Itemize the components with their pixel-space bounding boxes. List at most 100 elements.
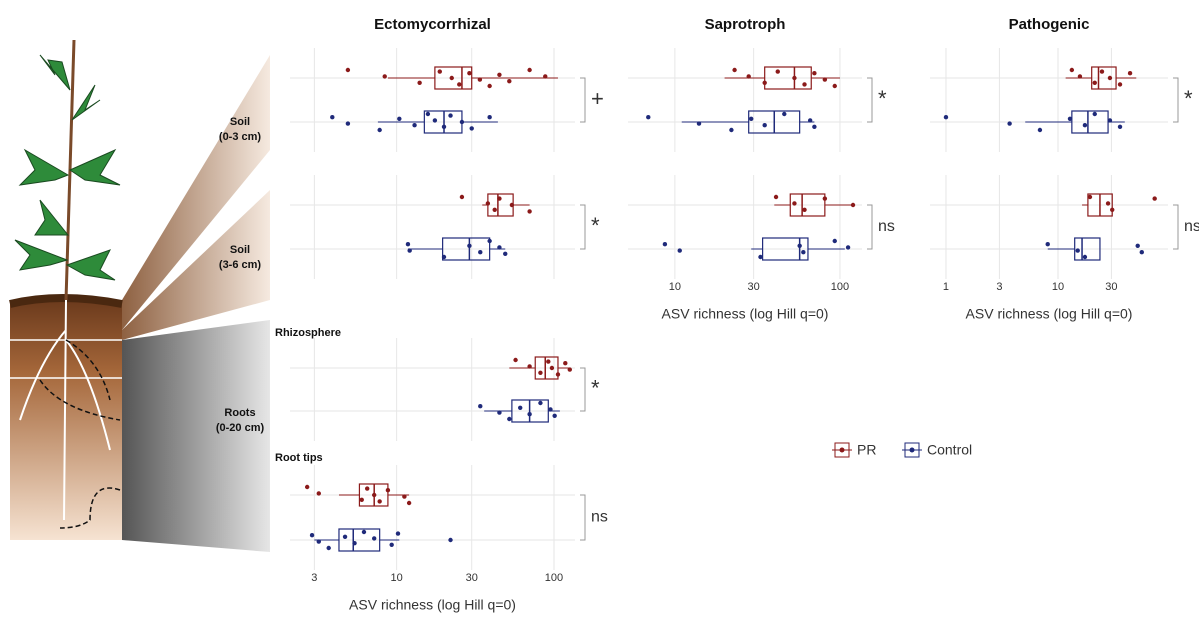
point — [1135, 243, 1140, 248]
point — [832, 238, 837, 244]
point — [782, 111, 787, 117]
box — [434, 66, 473, 90]
box — [762, 237, 809, 261]
column-title: Ectomycorrhizal — [374, 16, 491, 33]
bracket — [580, 494, 586, 541]
point — [457, 82, 462, 87]
point — [746, 74, 751, 79]
point — [801, 250, 806, 255]
point — [407, 248, 412, 253]
x-tick-label: 1 — [943, 281, 949, 293]
point — [492, 207, 497, 212]
point — [441, 254, 447, 260]
row-label: (3-6 cm) — [219, 259, 262, 271]
point — [1117, 124, 1123, 129]
point — [382, 74, 387, 79]
point — [377, 127, 382, 133]
point — [729, 127, 734, 133]
x-axis-label: ASV richness (log Hill q=0) — [662, 306, 829, 322]
point — [507, 416, 512, 422]
bracket — [867, 204, 873, 250]
x-tick-label: 30 — [466, 572, 478, 584]
point — [812, 71, 817, 76]
box — [442, 237, 491, 261]
point — [304, 484, 310, 490]
point — [371, 536, 377, 541]
point — [459, 194, 465, 200]
x-tick-label: 100 — [545, 572, 563, 584]
point — [1092, 80, 1097, 86]
box — [1074, 237, 1101, 261]
point — [749, 116, 754, 122]
point — [1082, 123, 1088, 128]
x-tick-label: 10 — [1052, 281, 1064, 293]
point — [478, 404, 483, 409]
box — [1091, 66, 1117, 90]
point — [449, 75, 454, 81]
point — [1107, 75, 1113, 81]
point — [775, 69, 780, 74]
point — [513, 357, 518, 363]
point — [518, 405, 523, 410]
point — [497, 196, 502, 201]
point — [503, 251, 508, 256]
point — [497, 72, 502, 78]
point — [943, 115, 949, 120]
point — [646, 115, 651, 120]
point — [1037, 127, 1043, 133]
x-tick-label: 3 — [311, 572, 317, 584]
point — [1139, 250, 1144, 255]
point — [448, 537, 453, 543]
point — [1067, 116, 1073, 122]
point — [527, 364, 532, 369]
significance: * — [878, 86, 887, 111]
point — [527, 67, 532, 73]
point — [385, 488, 391, 493]
point — [412, 123, 417, 128]
point — [548, 407, 553, 412]
point — [359, 497, 364, 502]
significance: * — [591, 213, 600, 238]
significance: * — [591, 375, 600, 400]
point — [1082, 254, 1088, 260]
point — [552, 413, 557, 418]
point — [487, 115, 492, 120]
row-label: Roots — [224, 407, 255, 419]
bracket — [580, 367, 586, 412]
point — [467, 243, 472, 248]
legend-key — [909, 447, 915, 453]
point — [1045, 242, 1050, 247]
point — [1087, 194, 1093, 200]
x-tick-label: 30 — [748, 281, 760, 293]
point — [1105, 201, 1111, 206]
point — [1127, 71, 1133, 76]
bracket — [1173, 204, 1179, 250]
point — [1099, 69, 1105, 74]
point — [822, 77, 828, 82]
point — [802, 82, 807, 87]
point — [555, 372, 561, 377]
point — [402, 494, 407, 499]
box — [1071, 110, 1109, 134]
point — [365, 486, 370, 491]
point — [437, 69, 442, 74]
point — [662, 242, 668, 247]
box — [338, 528, 381, 552]
point — [677, 248, 682, 253]
illustration — [9, 39, 270, 552]
point — [797, 243, 802, 248]
point — [345, 121, 351, 126]
point — [549, 365, 555, 371]
panel-label: Root tips — [275, 452, 323, 464]
point — [316, 539, 321, 544]
bracket — [1173, 77, 1179, 123]
point — [832, 83, 837, 89]
point — [487, 83, 492, 89]
point — [352, 541, 357, 546]
column-title: Saprotroph — [705, 16, 786, 33]
point — [845, 245, 851, 250]
point — [342, 534, 348, 539]
point — [762, 80, 767, 86]
point — [441, 124, 447, 129]
panel-label: Rhizosphere — [275, 327, 341, 339]
